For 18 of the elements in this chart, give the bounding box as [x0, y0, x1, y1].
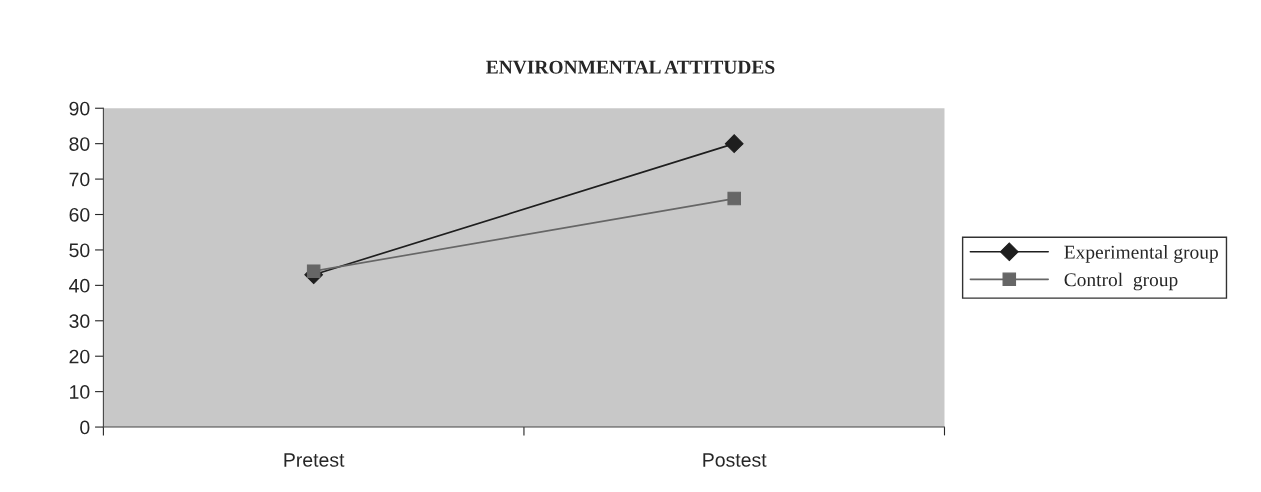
y-tick-label: 40 — [69, 278, 90, 293]
y-tick-label: 30 — [69, 314, 90, 329]
y-tick-label: 60 — [69, 207, 90, 222]
y-tick-label: 70 — [69, 172, 90, 187]
point — [724, 134, 744, 154]
legend-label: Experimental group — [1064, 245, 1218, 263]
point — [306, 264, 321, 278]
legend-label: Control group — [1064, 272, 1178, 291]
point — [727, 191, 741, 206]
y-tick-label: 20 — [69, 349, 90, 364]
y-tick-label: 10 — [70, 385, 90, 399]
chart-title: ENVIRONMENTAL ATTITUDES — [486, 60, 775, 74]
y-tick-label: 80 — [69, 137, 90, 151]
x-tick-label: Pretest — [284, 453, 345, 467]
x-tick-label: Postest — [703, 453, 767, 467]
y-tick-label: 0 — [80, 420, 90, 435]
y-tick-label: 50 — [69, 243, 90, 258]
y-tick-label: 90 — [69, 101, 90, 116]
